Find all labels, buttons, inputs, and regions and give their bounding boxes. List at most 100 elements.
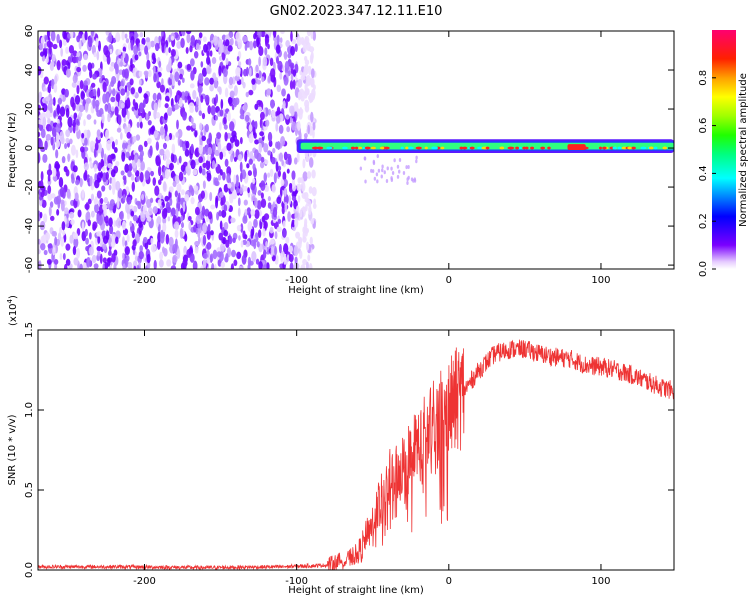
spectrogram-cell	[223, 124, 228, 130]
spectrogram-cell	[284, 187, 287, 197]
spectrogram-cell	[67, 153, 71, 163]
spectrogram-cell	[192, 89, 197, 100]
spectrogram-cell	[90, 193, 95, 201]
signal-band-peak	[598, 146, 603, 150]
spectrogram-cell	[102, 81, 107, 93]
signal-band-peak	[311, 146, 319, 150]
spectrogram-cell	[158, 165, 162, 177]
spectrogram-cell	[200, 61, 204, 68]
spectrogram-cell	[170, 207, 176, 217]
spectrogram-cell	[194, 149, 198, 157]
spectrogram-cell	[101, 185, 106, 192]
spectrogram-cell	[217, 142, 222, 152]
spectrogram-cell	[114, 106, 119, 116]
spectrogram-cell	[294, 43, 298, 53]
spectrogram-cell	[134, 54, 139, 61]
spectrogram-cell	[202, 258, 207, 268]
spectrogram-cell	[107, 154, 113, 165]
spectrogram-cell	[53, 83, 58, 93]
spectrogram-cell	[370, 168, 373, 173]
spectrogram-cell	[262, 56, 268, 67]
signal-band-peak	[631, 146, 636, 150]
spectrogram-cell	[258, 261, 263, 269]
spectrogram-cell	[214, 115, 219, 121]
spectrogram-cell	[286, 93, 291, 102]
spectrogram-cell	[150, 237, 154, 245]
spectrogram-cell	[304, 64, 309, 72]
spectrogram-cell	[291, 219, 296, 228]
spectrogram-cell	[174, 71, 180, 82]
spectrogram-cell	[139, 121, 143, 129]
spectrogram-cell	[201, 135, 207, 142]
spectrogram-cell	[38, 131, 41, 138]
spectrogram-cell	[288, 194, 292, 205]
spectrogram-cell	[76, 35, 81, 43]
spectrogram-cell	[135, 134, 141, 141]
spectrogram-cell	[252, 40, 257, 49]
spectrogram-cell	[127, 110, 130, 120]
spectrogram-cell	[167, 216, 171, 222]
spectrogram-cell	[396, 174, 400, 179]
spectrogram-cell	[189, 58, 195, 67]
spectrogram-cell	[260, 198, 267, 209]
spectrogram-cell	[127, 170, 132, 178]
spectrogram-cell	[124, 246, 130, 256]
spectrogram-cell	[144, 170, 150, 181]
spectrogram-cell	[174, 174, 180, 184]
snr-x-axis-label: Height of straight line (km)	[288, 585, 424, 596]
spectrogram-cell	[100, 132, 103, 139]
spectrogram-cell	[219, 251, 224, 262]
spectrogram-cell	[103, 197, 109, 204]
spectrogram-cell	[256, 200, 262, 210]
spectrogram-x-tick-label: -200	[133, 275, 156, 286]
spectrogram-cell	[227, 182, 232, 189]
spectrogram-cell	[126, 90, 130, 97]
spectrogram-cell	[283, 51, 288, 60]
spectrogram-cell	[169, 162, 174, 171]
spectrogram-cell	[122, 194, 126, 202]
spectrogram-cell	[138, 221, 143, 228]
spectrogram-cell	[224, 158, 229, 167]
spectrogram-cell	[151, 52, 156, 61]
spectrogram-cell	[80, 146, 85, 153]
spectrogram-cell	[108, 32, 113, 43]
spectrogram-cell	[406, 177, 409, 182]
spectrogram-cell	[265, 31, 271, 34]
spectrogram-cell	[188, 221, 192, 231]
spectrogram-cell	[212, 35, 219, 46]
spectrogram-cell	[239, 136, 243, 145]
spectrogram-cell	[185, 165, 189, 173]
spectrogram-cell	[407, 164, 410, 169]
spectrogram-cell	[180, 37, 185, 49]
spectrogram-cell	[160, 36, 166, 48]
spectrogram-cell	[249, 40, 254, 51]
spectrogram-cell	[200, 95, 204, 103]
spectrogram-cell	[276, 84, 282, 93]
spectrogram-cell	[145, 211, 150, 219]
spectrogram-cell	[242, 35, 248, 43]
spectrogram-cell	[99, 172, 103, 178]
spectrogram-cell	[179, 227, 184, 239]
spectrogram-cell	[59, 106, 66, 117]
spectrogram-cell	[157, 99, 162, 108]
spectrogram-cell	[219, 151, 224, 160]
spectrogram-cell	[235, 31, 241, 42]
spectrogram-cell	[298, 108, 304, 115]
spectrogram-cell	[182, 143, 186, 152]
spectrogram-cell	[119, 61, 124, 67]
spectrogram-cell	[53, 110, 57, 118]
spectrogram-cell	[219, 55, 223, 61]
spectrogram-cell	[110, 169, 116, 178]
spectrogram-cell	[289, 62, 295, 70]
spectrogram-cell	[218, 232, 224, 241]
spectrogram-cell	[290, 45, 296, 56]
spectrogram-cell	[40, 128, 46, 139]
signal-band-peak	[547, 146, 551, 150]
spectrogram-cell	[276, 34, 280, 45]
spectrogram-cell	[113, 262, 117, 269]
spectrogram-cell	[247, 263, 251, 269]
spectrogram-cell	[398, 169, 401, 174]
spectrogram-cell	[162, 222, 167, 233]
spectrogram-cell	[308, 157, 314, 168]
